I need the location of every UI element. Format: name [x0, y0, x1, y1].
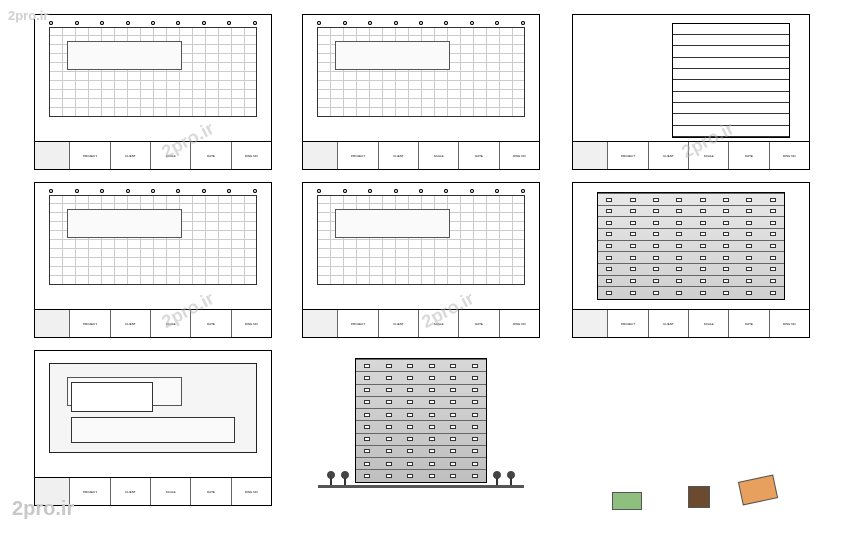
panel-elevation-1: PROJECT CLIENT SCALE DATE DWG NO [572, 182, 810, 338]
title-logo [303, 142, 338, 169]
title-cell: CLIENT [649, 310, 689, 337]
panel-section-1: PROJECT CLIENT SCALE DATE DWG NO [572, 14, 810, 170]
title-cell: SCALE [419, 310, 459, 337]
floorplan-drawing [317, 195, 525, 284]
title-cell: PROJECT [608, 142, 648, 169]
title-cell: DATE [191, 142, 231, 169]
tree-icon [492, 471, 502, 485]
title-cell: DWG NO [232, 478, 271, 505]
title-cell: DWG NO [232, 310, 271, 337]
title-block: PROJECT CLIENT SCALE DATE DWG NO [35, 309, 271, 337]
title-cell: SCALE [151, 142, 191, 169]
title-cell: DATE [191, 310, 231, 337]
elevation-drawing [597, 192, 786, 300]
title-cell: CLIENT [379, 142, 419, 169]
tree-icon [506, 471, 516, 485]
section-drawing [672, 23, 790, 139]
title-cell: CLIENT [649, 142, 689, 169]
panel-floorplan-3: PROJECT CLIENT SCALE DATE DWG NO [34, 182, 272, 338]
title-cell: PROJECT [338, 142, 378, 169]
title-cell: PROJECT [70, 310, 110, 337]
title-cell: SCALE [419, 142, 459, 169]
title-block: PROJECT CLIENT SCALE DATE DWG NO [573, 309, 809, 337]
title-block: PROJECT CLIENT SCALE DATE DWG NO [35, 141, 271, 169]
title-cell: CLIENT [111, 142, 151, 169]
title-block: PROJECT CLIENT SCALE DATE DWG NO [573, 141, 809, 169]
title-cell: PROJECT [608, 310, 648, 337]
title-block: PROJECT CLIENT SCALE DATE DWG NO [303, 309, 539, 337]
watermark-bottom-left: 2pro.ir [12, 498, 74, 521]
site-plan-drawing [49, 363, 257, 452]
title-cell: DATE [191, 478, 231, 505]
title-cell: CLIENT [111, 478, 151, 505]
ground-line [318, 485, 524, 488]
panel-floorplan-1: PROJECT CLIENT SCALE DATE DWG NO [34, 14, 272, 170]
title-logo [303, 310, 338, 337]
floorplan-drawing [49, 195, 257, 284]
title-cell: SCALE [689, 142, 729, 169]
title-cell: DATE [459, 310, 499, 337]
title-cell: DWG NO [770, 142, 809, 169]
panel-floorplan-4: PROJECT CLIENT SCALE DATE DWG NO [302, 182, 540, 338]
title-cell: DWG NO [500, 142, 539, 169]
building-render [355, 358, 487, 483]
title-cell: DWG NO [232, 142, 271, 169]
watermark-top-left: 2pro.ir [8, 8, 48, 23]
detail-swatch-3 [738, 475, 778, 506]
title-block: PROJECT CLIENT SCALE DATE DWG NO [303, 141, 539, 169]
title-logo [573, 310, 608, 337]
detail-swatch-2 [688, 486, 710, 508]
title-logo [35, 142, 70, 169]
floorplan-drawing [317, 27, 525, 116]
tree-icon [326, 471, 336, 485]
tree-icon [340, 471, 350, 485]
detail-swatch-1 [612, 492, 642, 510]
panel-floorplan-5: PROJECT CLIENT SCALE DATE DWG NO [34, 350, 272, 506]
title-logo [573, 142, 608, 169]
title-cell: DATE [729, 142, 769, 169]
title-cell: PROJECT [70, 478, 110, 505]
title-cell: CLIENT [111, 310, 151, 337]
panel-elevation-render [318, 358, 524, 510]
title-cell: CLIENT [379, 310, 419, 337]
panel-floorplan-2: PROJECT CLIENT SCALE DATE DWG NO [302, 14, 540, 170]
title-cell: SCALE [151, 310, 191, 337]
title-logo [35, 310, 70, 337]
title-cell: PROJECT [70, 142, 110, 169]
title-cell: DWG NO [500, 310, 539, 337]
title-cell: DWG NO [770, 310, 809, 337]
title-cell: SCALE [151, 478, 191, 505]
title-cell: PROJECT [338, 310, 378, 337]
title-cell: SCALE [689, 310, 729, 337]
title-cell: DATE [729, 310, 769, 337]
title-cell: DATE [459, 142, 499, 169]
floorplan-drawing [49, 27, 257, 116]
